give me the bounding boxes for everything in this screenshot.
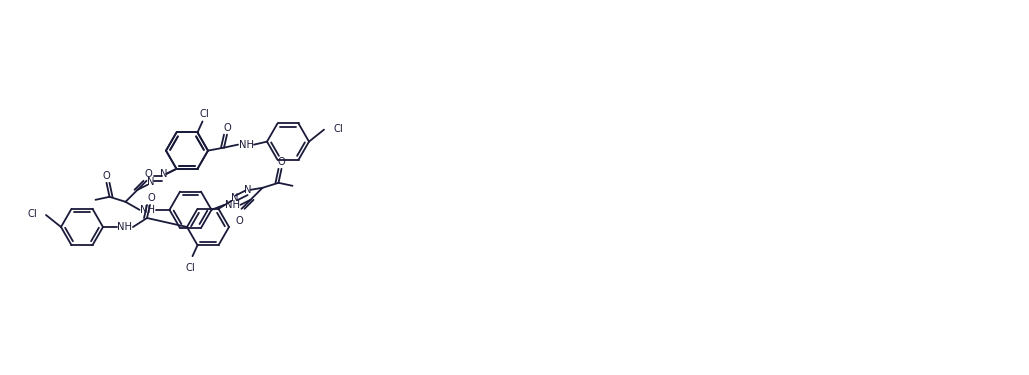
Text: O: O	[103, 171, 110, 181]
Text: O: O	[236, 216, 244, 226]
Text: Cl: Cl	[200, 110, 209, 120]
Text: Cl: Cl	[185, 263, 196, 273]
Text: O: O	[147, 193, 155, 203]
Text: NH: NH	[239, 140, 253, 150]
Text: N: N	[230, 193, 239, 203]
Text: N: N	[244, 185, 251, 195]
Text: Cl: Cl	[27, 209, 37, 219]
Text: N: N	[159, 169, 168, 179]
Text: O: O	[223, 123, 230, 133]
Text: Cl: Cl	[333, 124, 343, 134]
Text: NH: NH	[117, 222, 133, 232]
Text: O: O	[278, 157, 285, 167]
Text: NH: NH	[225, 200, 240, 210]
Text: O: O	[145, 169, 152, 179]
Text: N: N	[147, 177, 154, 187]
Text: NH: NH	[140, 205, 155, 215]
